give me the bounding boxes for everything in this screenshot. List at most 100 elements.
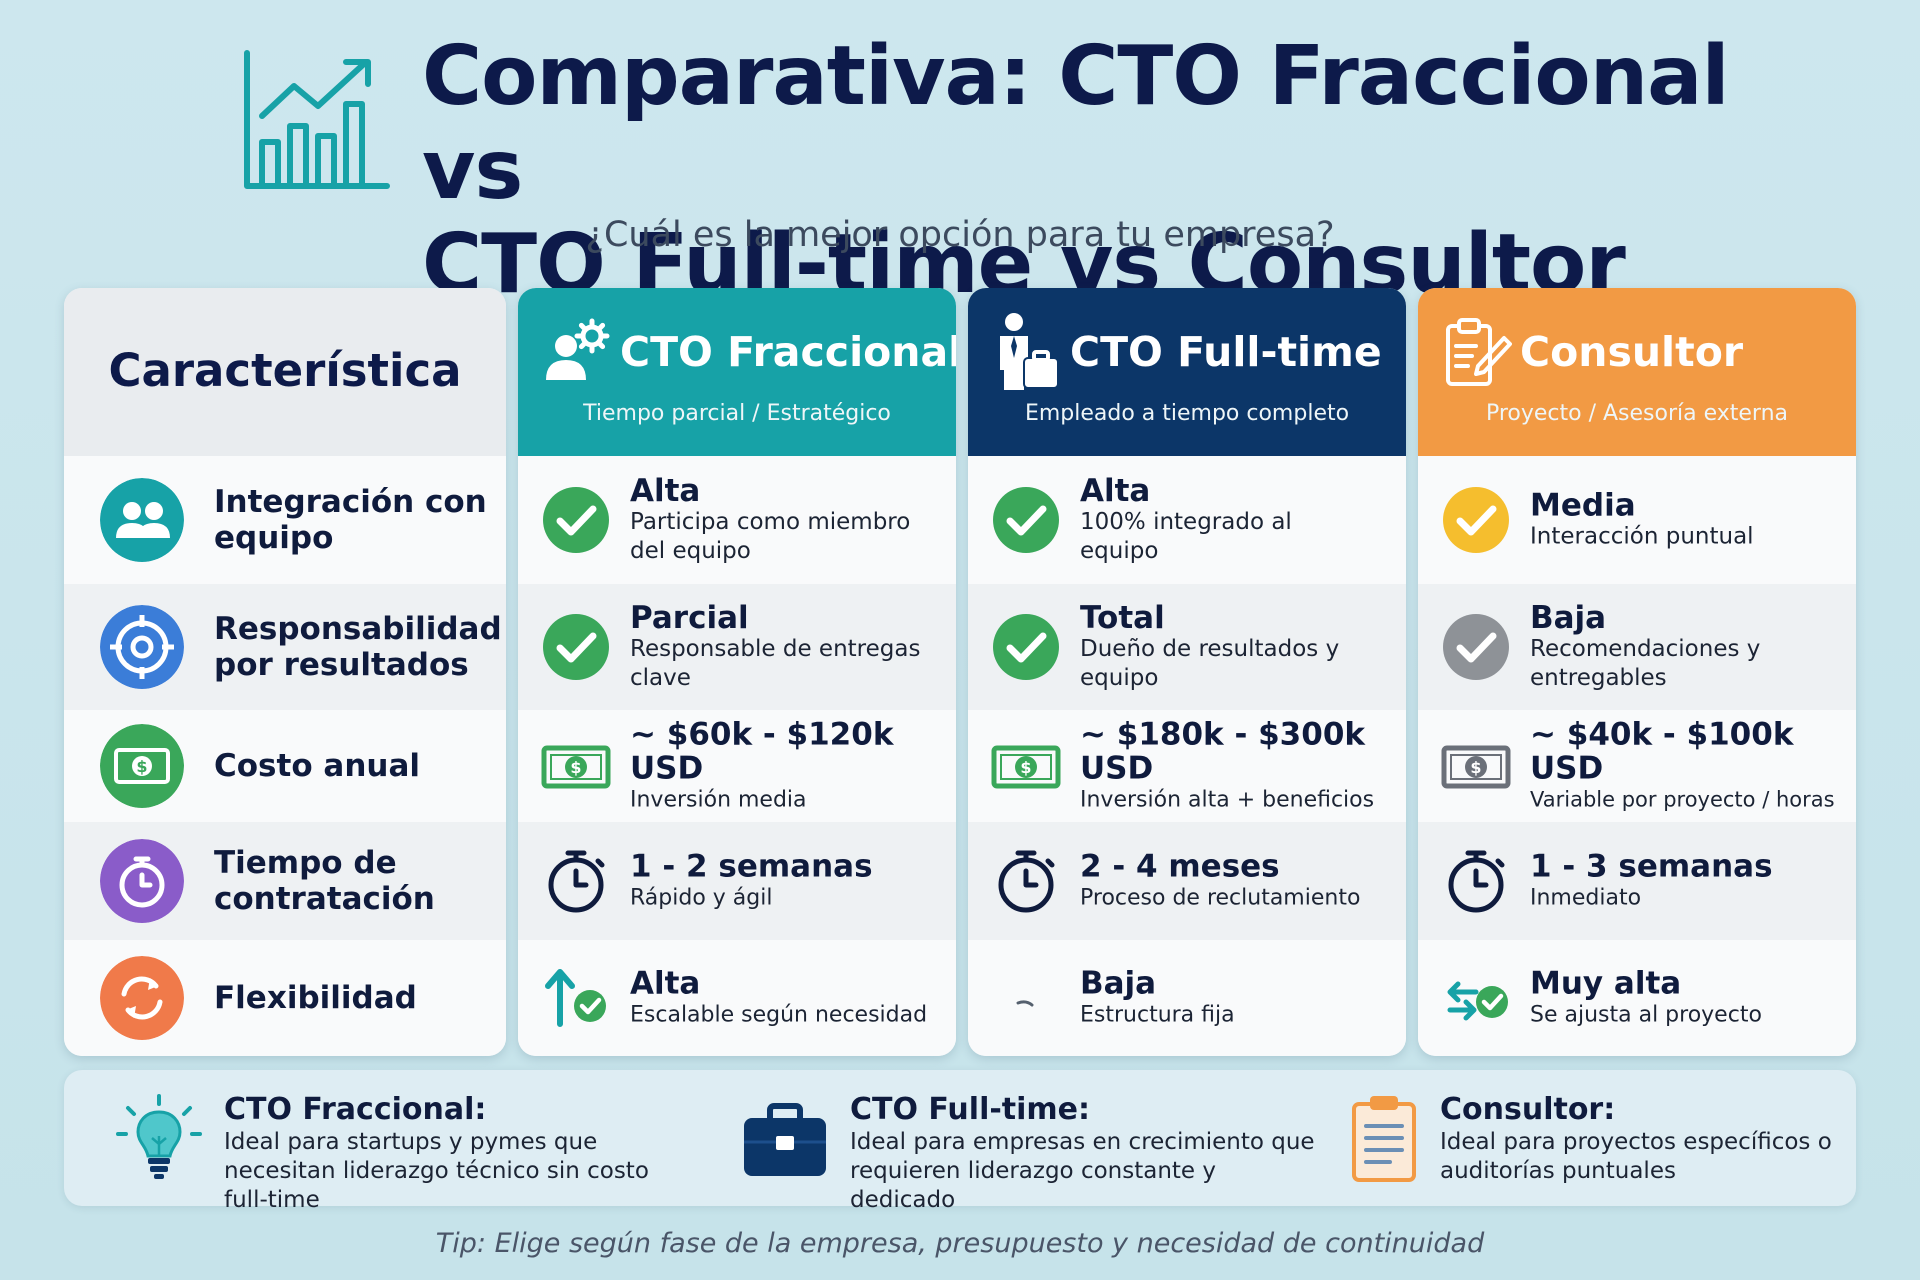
table-cell: Alta Escalable según necesidad [518,940,956,1056]
fraccional-title: CTO Fraccional [620,328,956,376]
stopwatch-icon [100,839,184,923]
cell-value: 2 - 4 meses [1080,848,1280,885]
cell-value: Alta [630,965,701,1002]
cell-value: Baja [1530,600,1607,636]
svg-text:$: $ [136,757,147,776]
table-cell: Alta Participa como miembro del equipo [518,456,956,584]
check-green-icon [993,614,1059,680]
cell-value: ~ $40k - $100k USD [1530,716,1794,787]
cell-detail: Rápido y ágil [630,885,773,911]
table-cell: $ ~ $60k - $120k USD Inversión media [518,710,956,822]
consultor-column-header: Consultor Proyecto / Asesoría externa [1418,288,1856,456]
check-gray-icon [1443,614,1509,680]
stopwatch-icon [1448,850,1505,913]
svg-text:$: $ [1470,758,1481,777]
cell-detail: Interacción puntual [1530,523,1754,550]
feature-label: Tiempo de contratación [214,845,435,917]
cell-value: Baja [1080,965,1157,1002]
cell-detail: Estructura fija [1080,1002,1235,1028]
feature-row: Tiempo de contratación [64,822,506,940]
feature-column-title: Característica [108,344,462,397]
table-cell: $ ~ $40k - $100k USD Variable por proyect… [1418,710,1856,822]
dash-icon [1016,1000,1034,1007]
cell-value: 1 - 3 semanas [1530,848,1773,885]
cell-detail: Dueño de resultados y equipo [1080,636,1340,691]
arrow-up-check-icon [545,969,606,1027]
table-cell: Alta 100% integrado al equipo [968,456,1406,584]
check-green-icon [543,487,609,553]
cell-detail: 100% integrado al equipo [1080,509,1292,564]
cell-detail: Participa como miembro del equipo [630,509,911,564]
tip-text: Tip: Elige según fase de la empresa, pre… [435,1228,1485,1259]
money-bill-icon: $ [541,745,611,789]
summary-title: CTO Full-time: [850,1092,1091,1127]
title-line-1: Comparativa: CTO Fraccional vs [422,29,1730,218]
user-gear-icon [546,318,610,380]
target-icon [100,605,184,689]
feature-row: $ Costo anual [64,710,506,822]
table-cell: 1 - 3 semanas Inmediato [1418,822,1856,940]
cell-detail: Responsable de entregas clave [630,636,921,691]
cell-detail: Escalable según necesidad [630,1002,928,1028]
feature-label: Integración con equipo [214,484,487,556]
table-cell: 2 - 4 meses Proceso de reclutamiento [968,822,1406,940]
feature-row: Integración con equipo [64,456,506,584]
feature-row: Flexibilidad [64,940,506,1056]
summary-title: Consultor: [1440,1092,1616,1127]
growth-chart-icon [244,50,390,189]
refresh-icon [100,956,184,1040]
page-title: Comparativa: CTO Fraccional vs CTO Full-… [422,30,1842,312]
svg-text:$: $ [1020,758,1031,777]
stopwatch-icon [998,850,1055,913]
check-green-icon [993,487,1059,553]
consultor-column: Consultor Proyecto / Asesoría externa Me… [1418,288,1856,1056]
cell-value: ~ $60k - $120k USD [630,716,894,787]
cell-detail: Proceso de reclutamiento [1080,885,1361,911]
cell-value: Muy alta [1530,965,1682,1002]
table-cell: Media Interacción puntual [1418,456,1856,584]
fraccional-subtitle: Tiempo parcial / Estratégico [583,401,891,426]
cell-detail: Inversión media [630,787,807,813]
team-icon [100,478,184,562]
summary-title: CTO Fraccional: [224,1092,487,1127]
summary-desc: Ideal para empresas en crecimiento que r… [850,1129,1315,1213]
clipboard-pen-icon [1446,318,1512,386]
table-cell: Baja Estructura fija [968,940,1406,1056]
cell-detail: Se ajusta al proyecto [1530,1002,1762,1028]
table-cell: Baja Recomendaciones y entregables [1418,584,1856,710]
stopwatch-icon [548,850,605,913]
fulltime-column-header: CTO Full-time Empleado a tiempo completo [968,288,1406,456]
cell-value: ~ $180k - $300k USD [1080,716,1366,787]
money-bill-icon: $ [991,745,1061,789]
table-cell: Parcial Responsable de entregas clave [518,584,956,710]
cell-detail: Variable por proyecto / horas [1530,787,1835,812]
header: Comparativa: CTO Fraccional vs CTO Full-… [0,0,1920,312]
cell-detail: Recomendaciones y entregables [1530,636,1761,691]
fraccional-column: CTO Fraccional Tiempo parcial / Estratég… [518,288,956,1056]
page-subtitle: ¿Cuál es la mejor opción para tu empresa… [585,215,1335,255]
check-green-icon [543,614,609,680]
summary-bar: CTO Fraccional: Ideal para startups y py… [64,1070,1856,1213]
table-cell: 1 - 2 semanas Rápido y ágil [518,822,956,940]
table-cell: $ ~ $180k - $300k USD Inversión alta + be… [968,710,1406,822]
fulltime-subtitle: Empleado a tiempo completo [1024,401,1350,426]
table-cell: Total Dueño de resultados y equipo [968,584,1406,710]
cell-value: Alta [630,473,701,509]
check-yellow-icon [1443,487,1509,553]
lightbulb-icon [116,1094,202,1179]
feature-column-header: Característica [64,288,506,456]
consultor-title: Consultor [1520,328,1744,376]
cell-value: Total [1080,600,1165,636]
summary-desc: Ideal para proyectos específicos o audit… [1440,1129,1832,1184]
cell-detail: Inversión alta + beneficios [1080,787,1375,813]
swap-check-icon [1447,981,1508,1021]
feature-label: Flexibilidad [214,980,417,1016]
table-cell: Muy alta Se ajusta al proyecto [1418,940,1856,1056]
money-bill-gray-icon: $ [1441,745,1511,789]
consultor-subtitle: Proyecto / Asesoría externa [1485,401,1789,426]
feature-column: Característica Integración con equipo Re… [64,288,506,1056]
fraccional-column-header: CTO Fraccional Tiempo parcial / Estratég… [518,288,956,456]
feature-row: Responsabilidad por resultados [64,584,506,710]
svg-text:$: $ [570,758,581,777]
cell-value: 1 - 2 semanas [630,848,873,885]
